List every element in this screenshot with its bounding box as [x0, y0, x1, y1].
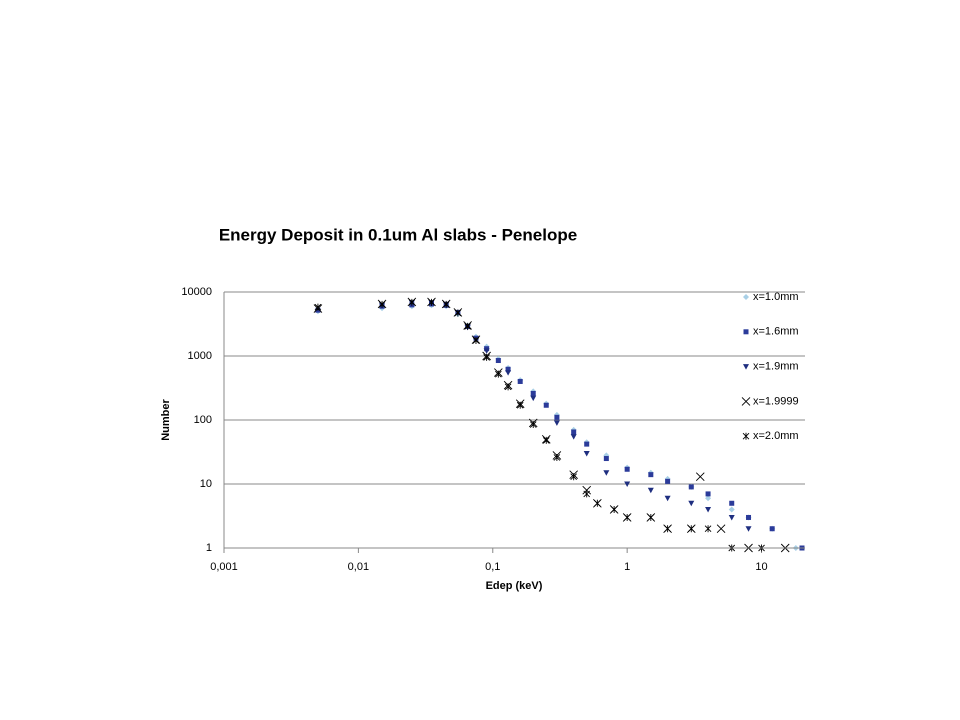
point: [464, 322, 471, 330]
legend-marker: [743, 329, 749, 335]
legend-label: x=1.6mm: [753, 326, 799, 338]
point: [505, 366, 511, 372]
point: [442, 300, 450, 308]
point: [745, 526, 752, 532]
point: [517, 378, 523, 384]
point: [704, 525, 712, 533]
legend-marker: [742, 432, 750, 440]
point: [594, 499, 601, 507]
point: [705, 495, 712, 502]
point: [483, 348, 490, 354]
point: [571, 429, 577, 435]
point: [624, 481, 631, 487]
x-tick-label: 0,01: [348, 561, 369, 573]
point: [648, 472, 654, 478]
y-axis-label: Number: [160, 399, 172, 441]
legend-marker: [743, 364, 749, 370]
point: [664, 525, 671, 533]
point: [695, 472, 705, 482]
point: [584, 441, 590, 447]
point: [603, 456, 609, 462]
x-axis-label: Edep (keV): [486, 580, 543, 592]
point: [664, 495, 671, 502]
point: [603, 470, 610, 476]
x-tick-label: 0,001: [210, 561, 238, 573]
point: [705, 506, 712, 513]
point: [530, 395, 537, 402]
point: [454, 309, 462, 317]
point: [624, 466, 630, 472]
point: [516, 401, 524, 409]
point: [746, 514, 752, 520]
point: [504, 383, 512, 391]
y-tick-label: 1000: [188, 350, 212, 362]
legend-marker: [741, 397, 751, 406]
y-tick-label: 100: [194, 414, 212, 426]
point: [542, 436, 550, 444]
legend-marker: [743, 294, 749, 300]
point: [553, 453, 561, 461]
point: [428, 298, 435, 306]
point: [583, 450, 590, 457]
x-tick-label: 1: [624, 561, 630, 573]
point: [728, 506, 735, 513]
point: [647, 487, 654, 494]
legend-label: x=2.0mm: [753, 430, 799, 442]
point: [554, 414, 560, 420]
chart-title: Energy Deposit in 0.1um Al slabs - Penel…: [219, 225, 577, 244]
point: [553, 420, 560, 426]
point: [623, 513, 631, 521]
point: [314, 303, 322, 311]
point: [530, 390, 536, 396]
point: [716, 524, 726, 534]
point: [647, 513, 655, 521]
point: [688, 484, 694, 490]
point: [472, 336, 480, 344]
point: [665, 478, 671, 484]
point: [378, 300, 386, 308]
point: [687, 525, 695, 533]
point: [688, 500, 695, 507]
point: [543, 402, 549, 408]
y-tick-label: 10000: [181, 286, 212, 298]
point: [610, 505, 618, 513]
point: [529, 421, 537, 429]
point: [570, 473, 578, 481]
x-tick-label: 10: [755, 561, 767, 573]
point: [728, 514, 735, 521]
legend-label: x=1.0mm: [753, 291, 799, 303]
point: [495, 358, 501, 364]
point: [408, 298, 416, 306]
point: [582, 485, 592, 495]
point: [769, 526, 775, 532]
point: [705, 491, 711, 497]
x-tick-label: 0,1: [485, 561, 500, 573]
legend-label: x=1.9999: [753, 395, 799, 407]
point: [570, 434, 577, 440]
y-tick-label: 1: [206, 542, 212, 554]
point: [583, 490, 591, 498]
legend-label: x=1.9mm: [753, 361, 799, 373]
point: [729, 500, 735, 506]
point: [505, 370, 512, 376]
y-tick-label: 10: [200, 478, 212, 490]
point: [495, 370, 502, 378]
point: [483, 353, 490, 361]
